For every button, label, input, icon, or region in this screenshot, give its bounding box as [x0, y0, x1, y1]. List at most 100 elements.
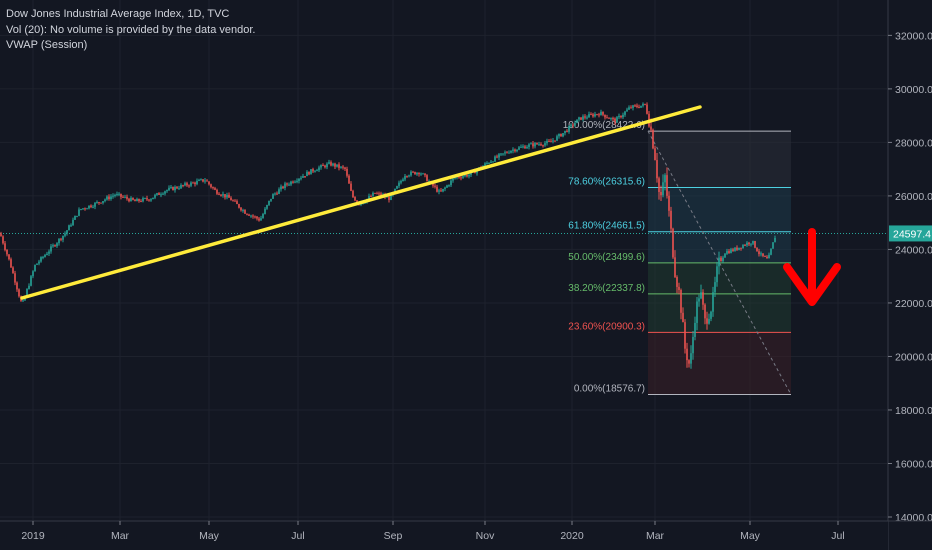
candle-body	[672, 228, 674, 258]
candle-body	[216, 189, 218, 194]
candle-body	[400, 181, 402, 183]
candle-body	[208, 181, 210, 185]
candle-body	[230, 197, 232, 201]
y-tick-label: 20000.0	[895, 351, 932, 363]
candle-body	[698, 298, 700, 302]
candle-body	[72, 219, 74, 226]
candle-body	[458, 176, 460, 178]
x-tick-label: 2020	[560, 530, 584, 542]
candle-body	[414, 171, 416, 175]
candle-body	[452, 178, 454, 181]
candle-body	[696, 301, 698, 323]
candle-body	[502, 153, 504, 155]
candle-body	[534, 143, 536, 147]
candle-body	[768, 254, 770, 259]
candle-body	[8, 254, 10, 260]
candle-body	[218, 193, 220, 195]
candle-body	[110, 196, 112, 200]
candle-body	[194, 182, 196, 185]
candle-body	[10, 259, 12, 268]
fib-level-label: 23.60%(20900.3)	[568, 321, 645, 332]
candle-body	[762, 253, 764, 256]
candle-body	[2, 236, 4, 244]
candle-body	[630, 107, 632, 109]
candle-body	[240, 207, 242, 211]
candle-body	[278, 189, 280, 194]
fibonacci-retracement[interactable]: 100.00%(28422.6) 78.60%(26315.6) 61.80%(24…	[563, 120, 792, 396]
price-tag-label: 24597.4	[893, 228, 931, 240]
candle-body	[764, 255, 766, 257]
candle-body	[164, 191, 166, 194]
candle-body	[78, 209, 80, 216]
candle-body	[378, 193, 380, 195]
candle-body	[348, 175, 350, 184]
candle-body	[486, 162, 488, 164]
time-axis[interactable]: 2019 Mar May Jul Sep Nov 2020 Mar May Jul	[0, 520, 932, 550]
candle-body	[716, 266, 718, 283]
fib-level-label: 78.60%(26315.6)	[568, 176, 645, 187]
candle-body	[104, 199, 106, 202]
candle-body	[466, 174, 468, 177]
candle-body	[608, 117, 610, 119]
candle-body	[760, 253, 762, 255]
candle-body	[40, 257, 42, 262]
candle-body	[68, 225, 70, 231]
legend-volume[interactable]: Vol (20): No volume is provided by the d…	[6, 23, 256, 36]
candle-body	[282, 186, 284, 189]
down-arrow-icon[interactable]	[783, 228, 841, 306]
candle-body	[656, 160, 658, 179]
candle-body	[340, 166, 342, 168]
candle-body	[198, 179, 200, 181]
fib-zone	[648, 131, 791, 188]
candle-body	[376, 193, 378, 195]
candle-body	[388, 196, 390, 200]
candle-body	[756, 247, 758, 252]
price-axis[interactable]: 32000.0 30000.0 28000.0 26000.0 24000.0 22000…	[887, 0, 932, 550]
candle-body	[680, 290, 682, 313]
candle-body	[298, 178, 300, 181]
candle-body	[642, 103, 644, 106]
candle-body	[510, 150, 512, 153]
candle-body	[668, 195, 670, 211]
candle-body	[224, 194, 226, 198]
candle-body	[622, 114, 624, 118]
candle-body	[126, 196, 128, 199]
fib-level-label: 61.80%(24661.5)	[568, 221, 645, 232]
candle-body	[60, 238, 62, 240]
candle-body	[86, 208, 88, 210]
candle-body	[150, 199, 152, 201]
candle-body	[552, 140, 554, 142]
candle-body	[424, 173, 426, 176]
trendline[interactable]	[20, 105, 702, 300]
legend-title[interactable]: Dow Jones Industrial Average Index, 1D, …	[6, 8, 230, 20]
candle-body	[614, 118, 616, 123]
candle-body	[774, 237, 776, 243]
candle-body	[336, 164, 338, 167]
candle-body	[176, 186, 178, 189]
candle-body	[516, 149, 518, 152]
candle-body	[524, 146, 526, 149]
candle-body	[266, 204, 268, 209]
candle-body	[246, 213, 248, 215]
candle-body	[682, 312, 684, 323]
candle-body	[410, 171, 412, 176]
candle-body	[638, 106, 640, 108]
y-tick-label: 24000.0	[895, 244, 932, 256]
candle-body	[312, 169, 314, 172]
candle-body	[74, 215, 76, 220]
candle-body	[506, 152, 508, 154]
candle-body	[770, 248, 772, 255]
candle-body	[396, 186, 398, 189]
candle-body	[730, 249, 732, 254]
candle-body	[540, 144, 542, 146]
candle-body	[610, 118, 612, 120]
candle-body	[352, 190, 354, 198]
candle-body	[156, 193, 158, 195]
candle-body	[564, 130, 566, 134]
grid-lines	[0, 0, 888, 521]
fib-zone	[648, 293, 791, 333]
candle-body	[652, 129, 654, 149]
legend-vwap[interactable]: VWAP (Session)	[6, 39, 88, 51]
